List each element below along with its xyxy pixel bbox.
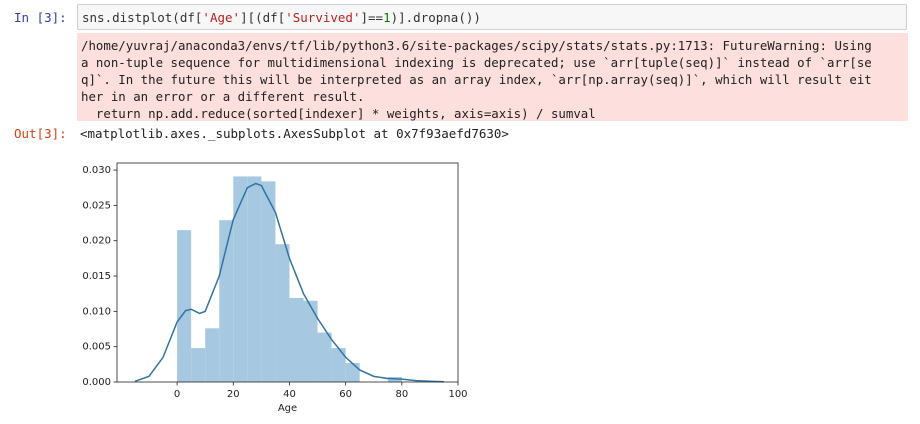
x-tick-label: 40 [283,389,296,400]
bar [261,181,276,382]
code-token: )].dropna()) [390,10,481,25]
warning-line: her in an error or a different result. [81,89,365,104]
y-tick-label: 0.000 [82,377,111,388]
y-tick-label: 0.010 [82,306,111,317]
bar [247,176,262,382]
bar [345,362,360,382]
y-tick-label: 0.015 [82,271,111,282]
kde-line [134,182,444,383]
in-prompt: In [3]: [14,10,67,25]
y-tick-label: 0.025 [82,200,111,211]
y-tick-label: 0.005 [82,342,111,353]
code-cell[interactable]: sns.distplot(df['Age'][(df['Survived']==… [77,4,907,30]
code-token: 'Age' [202,10,241,25]
bar [233,176,248,382]
bar [219,220,234,382]
warning-line: q]`. In the future this will be interpre… [81,72,872,87]
x-tick-label: 100 [448,389,467,400]
warning-line: a non-tuple sequence for multidimensiona… [81,55,872,70]
code-token: 'Survived' [285,10,361,25]
bar [191,348,206,382]
x-tick-label: 0 [174,389,180,400]
x-axis-label: Age [278,403,297,414]
output-text: <matplotlib.axes._subplots.AxesSubplot a… [80,126,509,141]
bar [289,297,304,382]
bar [205,328,220,382]
axes-frame [116,162,459,383]
code-token: sns.distplot(df[ [82,10,203,25]
y-tick-label: 0.020 [82,236,111,247]
bar [331,348,346,382]
warning-line: return np.add.reduce(sorted[indexer] * w… [81,106,596,121]
x-tick-label: 60 [339,389,352,400]
y-tick-label: 0.030 [82,165,111,176]
code-token: 1 [383,10,391,25]
bar [177,230,192,382]
code-token: ][(df[ [240,10,286,25]
x-tick-label: 80 [395,389,408,400]
bar [303,300,318,382]
x-tick-label: 20 [227,389,240,400]
bar [275,244,290,382]
bar [317,332,332,382]
warning-line: /home/yuvraj/anaconda3/envs/tf/lib/pytho… [81,38,872,53]
warning-output: /home/yuvraj/anaconda3/envs/tf/lib/pytho… [77,33,908,121]
code-token: ]== [360,10,384,25]
out-prompt: Out[3]: [14,126,67,141]
